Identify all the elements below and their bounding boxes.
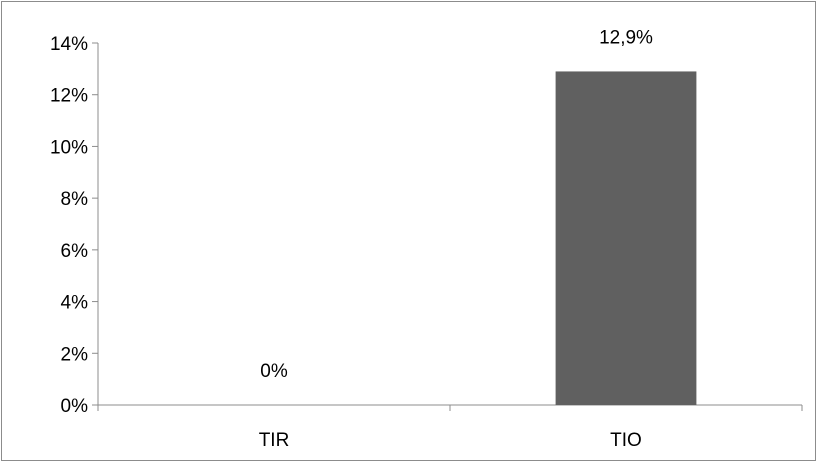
y-tick-label: 8% xyxy=(61,189,89,210)
data-label: 0% xyxy=(260,361,288,382)
data-label: 12,9% xyxy=(599,27,653,48)
y-tick-label: 2% xyxy=(61,344,89,365)
y-tick-label: 0% xyxy=(61,396,89,417)
bar-tio xyxy=(555,71,697,405)
y-axis: 0% 2% 4% 6% 8% 10% 12% 14% xyxy=(50,34,99,417)
x-tick-label: TIR xyxy=(259,430,290,451)
bars xyxy=(555,71,697,405)
y-tick-label: 6% xyxy=(61,241,89,262)
y-tick-label: 10% xyxy=(50,137,88,158)
x-tick-label: TIO xyxy=(610,430,642,451)
x-axis: TIR TIO xyxy=(97,404,803,451)
y-tick-label: 14% xyxy=(50,34,88,55)
data-labels: 0% 12,9% xyxy=(260,27,653,382)
y-tick-label: 12% xyxy=(50,86,88,107)
y-tick-label: 4% xyxy=(61,293,89,314)
